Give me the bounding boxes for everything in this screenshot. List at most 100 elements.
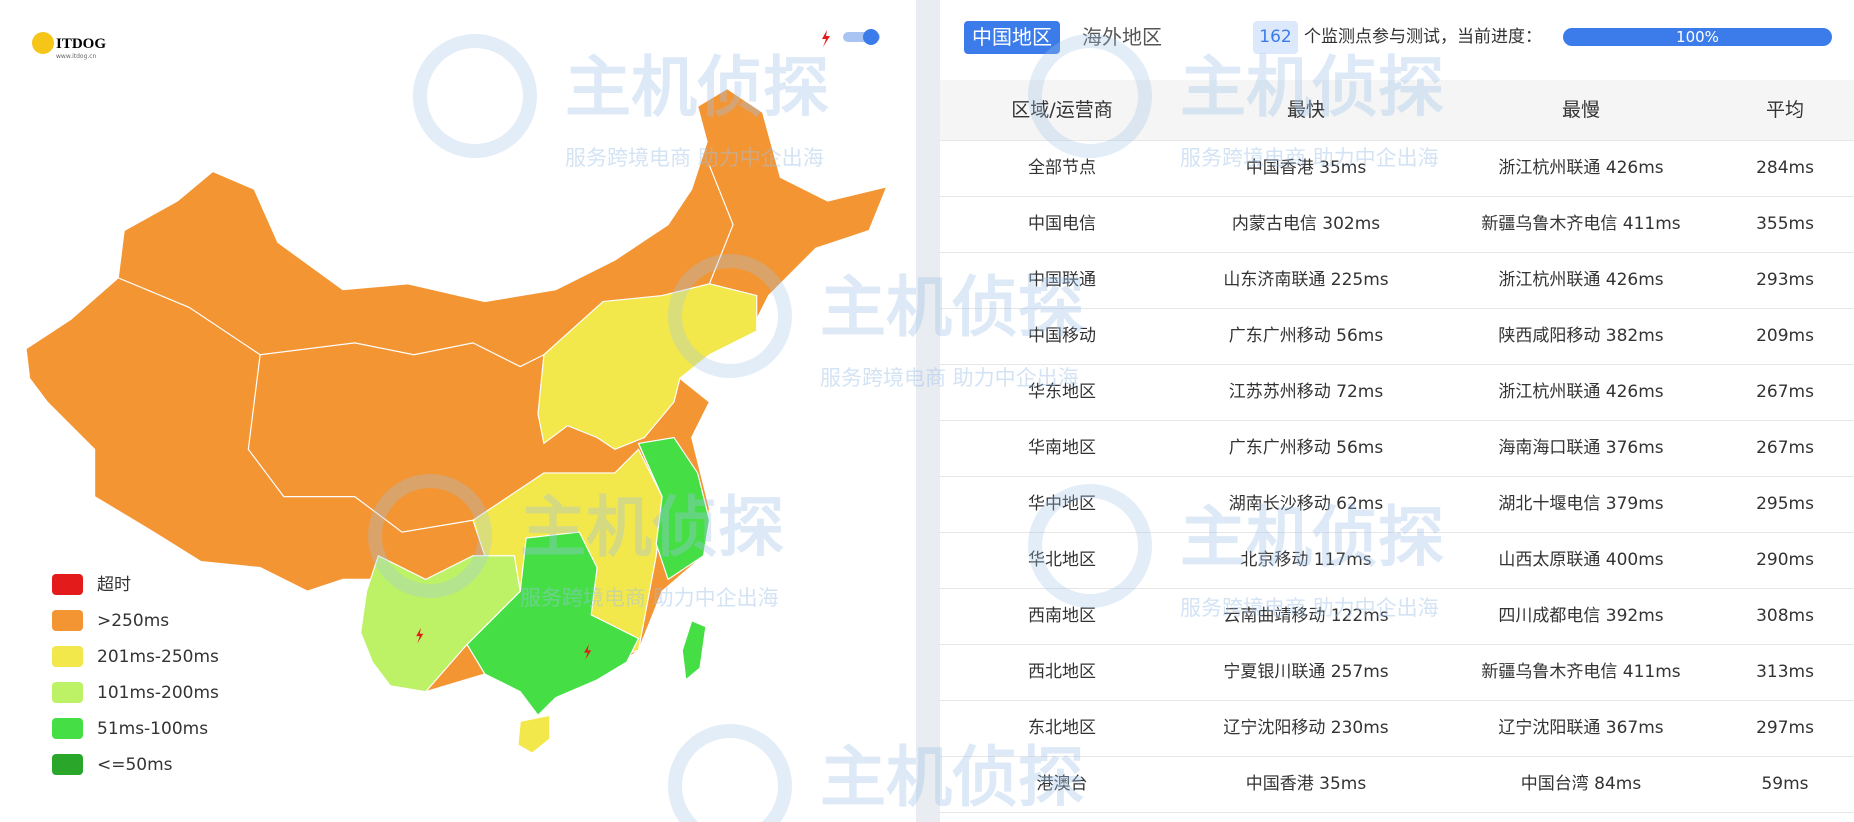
header-cell: 最慢	[1561, 99, 1600, 121]
legend-label: 51ms-100ms	[97, 719, 208, 739]
table-cell: 全部节点	[1028, 158, 1096, 178]
table-row: 中国移动 广东广州移动 56ms 陕西咸阳移动 382ms 209ms	[940, 308, 1854, 365]
probe-count: 162	[1253, 21, 1298, 54]
toggle-knob[interactable]	[863, 29, 879, 45]
table-cell: 297ms	[1756, 718, 1814, 738]
header-cell: 最快	[1286, 99, 1325, 121]
region	[537, 283, 758, 450]
border	[247, 354, 474, 533]
table-cell: 284ms	[1756, 158, 1814, 178]
table-cell: 中国电信	[1028, 214, 1096, 234]
progress-bar: 100%	[1563, 28, 1832, 46]
table-cell: 华南地区	[1028, 438, 1096, 458]
table-cell: 308ms	[1756, 606, 1814, 626]
progress-text: 个监测点参与测试，当前进度：	[1304, 27, 1542, 47]
border	[708, 165, 734, 284]
table-cell: 267ms	[1756, 382, 1814, 402]
tab[interactable]: 海外地区	[1082, 25, 1162, 49]
legend-label: 101ms-200ms	[97, 683, 219, 703]
legend-swatch	[52, 610, 83, 631]
legend-swatch	[52, 646, 83, 667]
table-cell: 云南曲靖移动 122ms	[1223, 606, 1389, 626]
table-row: 华东地区 江苏苏州移动 72ms 浙江杭州联通 426ms 267ms	[940, 364, 1854, 421]
legend-label: >250ms	[97, 611, 169, 631]
table-cell: 中国联通	[1028, 270, 1096, 290]
table-cell: 293ms	[1756, 270, 1814, 290]
table-row: 西北地区 宁夏银川联通 257ms 新疆乌鲁木齐电信 411ms 313ms	[940, 644, 1854, 701]
table-cell: 北京移动 117ms	[1240, 550, 1372, 570]
table-cell: 华中地区	[1028, 494, 1096, 514]
table-cell: 新疆乌鲁木齐电信 411ms	[1481, 662, 1681, 682]
table-cell: 山西太原联通 400ms	[1498, 550, 1664, 570]
table-cell: 内蒙古电信 302ms	[1231, 214, 1381, 234]
header-cell: 平均	[1765, 99, 1804, 121]
border	[118, 277, 545, 368]
table-cell: 西北地区	[1028, 662, 1096, 682]
table-cell: 浙江杭州联通 426ms	[1498, 158, 1664, 178]
table-row: 港澳台 中国香港 35ms 中国台湾 84ms 59ms	[940, 756, 1854, 813]
legend-label: 201ms-250ms	[97, 647, 219, 667]
region	[637, 436, 711, 581]
region	[360, 554, 521, 693]
table-row: 东北地区 辽宁沈阳移动 230ms 辽宁沈阳联通 367ms 297ms	[940, 700, 1854, 757]
legend-swatch	[52, 754, 83, 775]
table-cell: 海南海口联通 376ms	[1498, 438, 1664, 458]
table-cell: 辽宁沈阳联通 367ms	[1498, 718, 1664, 738]
legend-swatch	[52, 682, 83, 703]
china-map	[25, 87, 888, 754]
logo-text: ITDOG	[56, 36, 106, 52]
table-row: 中国电信 内蒙古电信 302ms 新疆乌鲁木齐电信 411ms 355ms	[940, 196, 1854, 253]
table-cell: 浙江杭州联通 426ms	[1498, 382, 1664, 402]
table-cell: 广东广州移动 56ms	[1228, 326, 1384, 346]
table-cell: 东北地区	[1028, 718, 1096, 738]
table-row: 全部节点 中国香港 35ms 浙江杭州联通 426ms 284ms	[940, 140, 1854, 197]
table-row: 华北地区 北京移动 117ms 山西太原联通 400ms 290ms	[940, 532, 1854, 589]
table-cell: 辽宁沈阳移动 230ms	[1223, 718, 1389, 738]
table-cell: 江苏苏州移动 72ms	[1228, 382, 1384, 402]
table-cell: 290ms	[1756, 550, 1814, 570]
legend-label: 超时	[97, 575, 131, 595]
table-cell: 209ms	[1756, 326, 1814, 346]
region	[681, 619, 707, 682]
table-cell: 中国台湾 84ms	[1520, 774, 1642, 794]
table-row: 华南地区 广东广州移动 56ms 海南海口联通 376ms 267ms	[940, 420, 1854, 477]
tab[interactable]: 中国地区	[964, 21, 1060, 54]
table-cell: 港澳台	[1036, 774, 1088, 794]
header-cell: 区域/运营商	[1011, 99, 1113, 121]
table-row: 中国联通 山东济南联通 225ms 浙江杭州联通 426ms 293ms	[940, 252, 1854, 309]
table-cell: 中国移动	[1028, 326, 1096, 346]
table-panel: 中国地区 海外地区 162 个监测点参与测试，当前进度： 100% 区域/运营商…	[940, 0, 1854, 822]
table-cell: 湖南长沙移动 62ms	[1228, 494, 1384, 514]
table-cell: 295ms	[1756, 494, 1814, 514]
legend-swatch	[52, 574, 83, 595]
table-cell: 华东地区	[1028, 382, 1096, 402]
table-row: 西南地区 云南曲靖移动 122ms 四川成都电信 392ms 308ms	[940, 588, 1854, 645]
table-header: 区域/运营商 最快 最慢 平均	[940, 80, 1854, 141]
logo-icon	[32, 32, 54, 54]
table-cell: 浙江杭州联通 426ms	[1498, 270, 1664, 290]
legend: 超时 >250ms 201ms-250ms 101ms-200ms 51ms-100ms…	[52, 574, 219, 775]
legend-label: <=50ms	[97, 755, 173, 775]
table-cell: 四川成都电信 392ms	[1498, 606, 1664, 626]
table-cell: 西南地区	[1028, 606, 1096, 626]
table-cell: 华北地区	[1028, 550, 1096, 570]
table-cell: 267ms	[1756, 438, 1814, 458]
table-row: 华中地区 湖南长沙移动 62ms 湖北十堰电信 379ms 295ms	[940, 476, 1854, 533]
table-cell: 中国香港 35ms	[1245, 774, 1367, 794]
table-cell: 59ms	[1761, 774, 1809, 794]
alert-icon	[822, 30, 830, 47]
table-cell: 广东广州移动 56ms	[1228, 438, 1384, 458]
table-cell: 355ms	[1756, 214, 1814, 234]
divider	[916, 0, 940, 822]
table-cell: 313ms	[1756, 662, 1814, 682]
logo-url: www.itdog.cn	[56, 53, 97, 60]
table-cell: 新疆乌鲁木齐电信 411ms	[1481, 214, 1681, 234]
table-cell: 山东济南联通 225ms	[1223, 270, 1389, 290]
table-cell: 中国香港 35ms	[1245, 158, 1367, 178]
region	[517, 714, 551, 754]
map-panel: ITDOG www.itdog.cn 超时 >250ms 201ms-250ms 10…	[25, 29, 888, 775]
table-cell: 湖北十堰电信 379ms	[1498, 494, 1664, 514]
table-cell: 陕西咸阳移动 382ms	[1498, 326, 1664, 346]
table-cell: 宁夏银川联通 257ms	[1223, 662, 1389, 682]
